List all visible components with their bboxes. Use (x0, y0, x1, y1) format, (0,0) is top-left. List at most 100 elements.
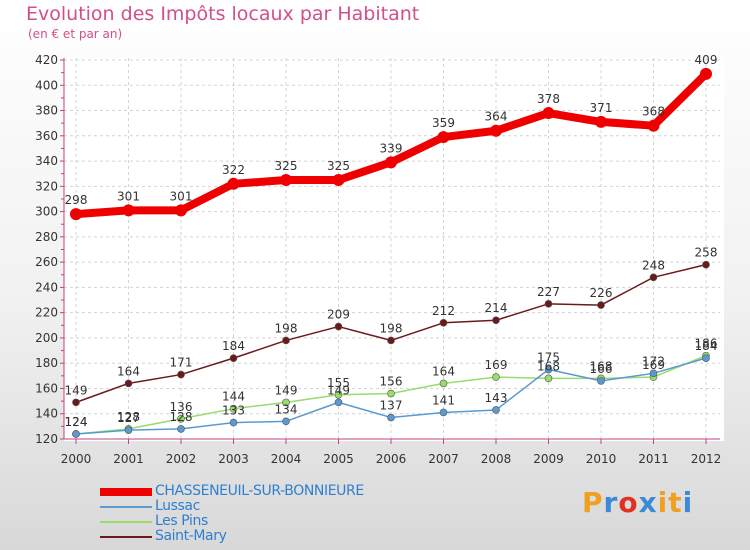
data-label: 198 (380, 321, 403, 335)
data-label: 164 (117, 364, 140, 378)
y-tick-label: 120 (35, 432, 58, 446)
logo-letter: i (657, 486, 669, 519)
data-label: 212 (432, 304, 455, 318)
data-label: 301 (170, 189, 193, 203)
data-label: 226 (590, 286, 613, 300)
data-point (70, 208, 82, 221)
data-label: 171 (170, 356, 193, 370)
logo-letter: r (603, 486, 619, 519)
x-tick-label: 2004 (271, 452, 302, 466)
y-tick-label: 300 (35, 205, 58, 219)
data-label: 149 (65, 383, 88, 397)
data-point (124, 379, 133, 388)
data-point (72, 398, 80, 407)
legend-label: CHASSENEUIL-SUR-BONNIEURE (155, 483, 364, 499)
data-label: 378 (537, 92, 560, 106)
data-point (177, 370, 185, 379)
data-point (597, 301, 605, 309)
data-label: 156 (380, 375, 403, 389)
data-point (332, 174, 345, 187)
data-label: 127 (117, 411, 140, 425)
data-point (490, 124, 502, 137)
x-tick-label: 2011 (638, 452, 669, 466)
legend-label: Saint-Mary (155, 528, 227, 544)
x-tick-label: 2003 (218, 452, 249, 466)
data-label: 198 (275, 321, 298, 335)
data-point (649, 369, 658, 378)
data-label: 149 (275, 383, 298, 397)
legend-swatch (100, 488, 152, 496)
data-label: 128 (170, 410, 193, 424)
y-tick-label: 260 (35, 255, 58, 269)
data-label: 325 (275, 159, 298, 173)
data-point (439, 379, 448, 388)
logo-letter: i (682, 486, 694, 519)
data-point (72, 430, 80, 438)
data-point (387, 336, 395, 345)
data-label: 364 (485, 110, 508, 124)
x-tick-label: 2007 (428, 452, 459, 466)
data-point (124, 426, 133, 434)
data-label: 325 (327, 159, 350, 173)
data-label: 136 (170, 400, 193, 414)
y-tick-label: 220 (35, 306, 58, 320)
y-tick-label: 140 (35, 407, 58, 421)
data-label: 164 (432, 364, 455, 378)
data-label: 137 (380, 399, 403, 413)
x-tick-label: 2008 (481, 452, 512, 466)
data-point (595, 115, 607, 128)
data-label: 149 (327, 383, 350, 397)
proxiti-logo: Proxiti (582, 486, 693, 519)
y-tick-label: 160 (35, 381, 58, 395)
data-label: 184 (695, 339, 718, 353)
data-point (122, 204, 135, 217)
data-point (647, 119, 660, 132)
y-tick-label: 240 (35, 280, 58, 294)
x-tick-label: 2006 (376, 452, 407, 466)
legend-label: Les Pins (155, 513, 208, 529)
data-point (542, 107, 555, 120)
data-label: 359 (432, 116, 455, 130)
data-label: 124 (65, 415, 88, 429)
y-tick-label: 320 (35, 179, 58, 193)
data-point (492, 316, 500, 325)
data-label: 144 (222, 390, 245, 404)
data-point (597, 377, 605, 385)
x-tick-label: 2000 (61, 452, 92, 466)
legend-swatch (100, 536, 152, 538)
data-label: 258 (695, 246, 718, 260)
data-point (282, 398, 290, 407)
data-label: 124 (65, 415, 88, 429)
y-tick-label: 200 (35, 331, 58, 345)
data-label: 169 (485, 358, 508, 372)
data-label: 227 (537, 285, 560, 299)
chart-subtitle: (en € et par an) (28, 27, 123, 41)
data-point (492, 406, 500, 414)
data-label: 134 (275, 402, 298, 416)
data-point (334, 322, 343, 331)
data-label: 155 (327, 376, 350, 390)
data-point (387, 389, 395, 398)
data-point (437, 131, 450, 144)
logo-letter: P (582, 486, 604, 519)
x-tick-label: 2012 (691, 452, 722, 466)
legend-swatch (100, 521, 152, 523)
chart-title: Evolution des Impôts locaux par Habitant (26, 3, 420, 25)
data-label: 368 (642, 105, 665, 119)
data-point (175, 204, 187, 217)
y-tick-label: 280 (35, 230, 58, 244)
data-point (282, 417, 290, 426)
logo-letter: o (618, 486, 639, 519)
data-point (229, 418, 238, 427)
data-label: 214 (485, 301, 508, 315)
y-tick-label: 380 (35, 104, 58, 118)
data-label: 175 (537, 351, 560, 365)
data-label: 409 (695, 53, 718, 67)
legend-label: Lussac (155, 498, 200, 514)
data-point (334, 390, 343, 399)
x-tick-label: 2001 (113, 452, 144, 466)
data-label: 184 (222, 339, 245, 353)
data-point (439, 408, 448, 417)
